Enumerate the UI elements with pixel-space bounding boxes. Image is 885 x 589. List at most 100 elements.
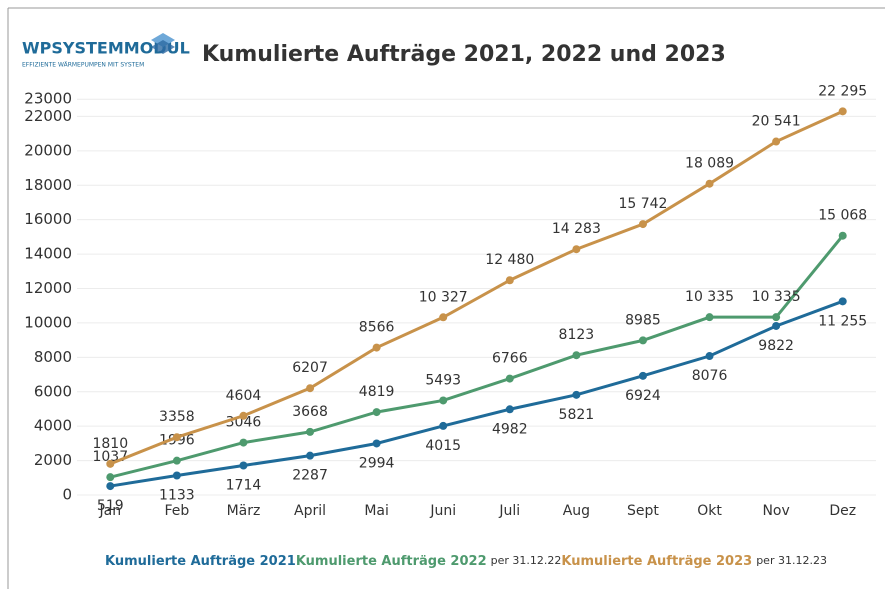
point xyxy=(772,313,781,322)
point xyxy=(239,438,248,447)
y-tick-label: 18000 xyxy=(24,176,72,194)
data-label: 10 335 xyxy=(752,289,801,305)
data-label: 10 327 xyxy=(419,289,468,305)
x-tick-label: Okt xyxy=(697,503,722,519)
x-tick-label: Juni xyxy=(429,503,456,519)
legend: Kumulierte Aufträge 2021Kumulierte Auftr… xyxy=(105,554,827,569)
y-tick-label: 20000 xyxy=(24,141,72,159)
point xyxy=(572,351,581,360)
data-label: 4604 xyxy=(226,388,262,404)
series-line xyxy=(109,109,844,466)
point xyxy=(239,411,248,420)
point xyxy=(772,321,781,330)
data-label: 4819 xyxy=(359,384,395,400)
data-label: 1810 xyxy=(92,436,128,452)
y-tick-label: 4000 xyxy=(34,417,72,435)
y-tick-label: 12000 xyxy=(24,279,72,297)
x-tick-label: Sept xyxy=(627,503,659,519)
data-label: 6924 xyxy=(625,388,661,404)
point xyxy=(172,433,181,442)
point xyxy=(838,231,847,240)
legend-note: per 31.12.22 xyxy=(491,554,562,567)
data-label: 8985 xyxy=(625,312,661,328)
data-label: 10 335 xyxy=(685,289,734,305)
point xyxy=(705,179,714,188)
point xyxy=(306,451,315,460)
data-label: 15 742 xyxy=(618,196,667,212)
point xyxy=(505,374,514,383)
point xyxy=(172,456,181,465)
x-tick-label: März xyxy=(227,503,261,519)
data-label: 6207 xyxy=(292,360,328,376)
point xyxy=(638,371,647,380)
legend-entry: Kumulierte Aufträge 2023 xyxy=(561,554,752,569)
point xyxy=(638,220,647,229)
data-label: 18 089 xyxy=(685,156,734,172)
legend-entry: Kumulierte Aufträge 2021 xyxy=(105,554,296,569)
data-label: 4015 xyxy=(425,438,461,454)
data-label: 11 255 xyxy=(818,313,867,329)
point xyxy=(372,408,381,417)
point xyxy=(106,473,115,482)
x-tick-label: Feb xyxy=(164,503,189,519)
point xyxy=(838,297,847,306)
x-tick-label: April xyxy=(294,503,326,519)
data-label: 1133 xyxy=(159,488,195,504)
x-tick-label: Jan xyxy=(98,503,121,519)
y-tick-label: 2000 xyxy=(34,451,72,469)
series-line xyxy=(109,234,844,479)
point xyxy=(705,313,714,322)
logo-name: WPSYSTEMMODUL xyxy=(22,39,190,58)
data-label: 5493 xyxy=(425,372,461,388)
legend-entry: Kumulierte Aufträge 2022 xyxy=(296,554,487,569)
series-line xyxy=(110,299,844,488)
y-tick-label: 16000 xyxy=(24,210,72,228)
point xyxy=(239,461,248,470)
data-label: 20 541 xyxy=(752,114,801,130)
data-label: 519 xyxy=(97,498,124,514)
point xyxy=(505,405,514,414)
data-label: 8566 xyxy=(359,320,395,336)
point xyxy=(705,352,714,361)
point xyxy=(439,396,448,405)
x-tick-label: Juli xyxy=(498,503,520,519)
logo-icon xyxy=(151,33,175,54)
data-label: 5821 xyxy=(559,407,595,423)
point xyxy=(372,439,381,448)
x-tick-label: Dez xyxy=(829,503,856,519)
data-label: 15 068 xyxy=(818,208,867,224)
data-label: 6766 xyxy=(492,351,528,367)
legend-note: per 31.12.23 xyxy=(756,554,827,567)
x-tick-label: Mai xyxy=(364,503,389,519)
data-label: 8076 xyxy=(692,368,728,384)
point xyxy=(372,343,381,352)
data-label: 4982 xyxy=(492,421,528,437)
data-label: 12 480 xyxy=(485,252,534,268)
point xyxy=(439,313,448,322)
data-label: 3668 xyxy=(292,404,328,420)
data-label: 22 295 xyxy=(818,83,867,99)
data-label: 9822 xyxy=(758,338,794,354)
point xyxy=(638,336,647,345)
logo-tagline: EFFIZIENTE WÄRMEPUMPEN MIT SYSTEM xyxy=(22,62,144,69)
data-label: 8123 xyxy=(559,327,595,343)
y-tick-label: 10000 xyxy=(24,313,72,331)
point xyxy=(838,107,847,116)
data-label: 2994 xyxy=(359,455,395,471)
y-tick-label: 23000 xyxy=(24,90,72,108)
y-tick-label: 8000 xyxy=(34,348,72,366)
point xyxy=(106,482,115,491)
point xyxy=(306,384,315,393)
y-tick-label: 14000 xyxy=(24,245,72,263)
y-tick-label: 22000 xyxy=(24,107,72,125)
x-tick-label: Nov xyxy=(762,503,789,519)
data-label: 14 283 xyxy=(552,221,601,237)
point xyxy=(505,276,514,285)
point xyxy=(172,471,181,480)
point xyxy=(572,245,581,254)
y-tick-label: 6000 xyxy=(34,382,72,400)
y-tick-label: 0 xyxy=(62,486,72,504)
point xyxy=(439,421,448,430)
x-tick-label: Aug xyxy=(563,503,590,519)
